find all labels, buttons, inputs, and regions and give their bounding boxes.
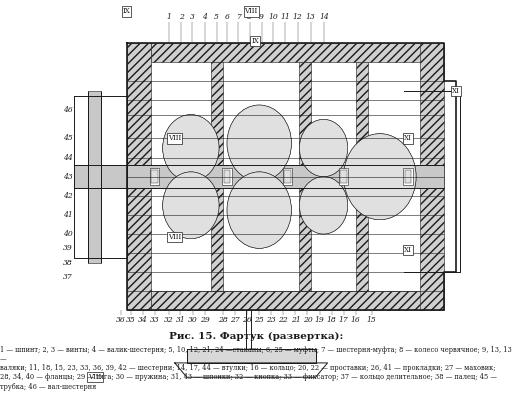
- Text: 26: 26: [242, 316, 252, 324]
- Text: 13: 13: [306, 13, 315, 21]
- Text: 7: 7: [236, 13, 241, 21]
- Text: 10: 10: [268, 13, 278, 21]
- Text: XI: XI: [404, 246, 412, 254]
- Text: 27: 27: [230, 316, 240, 324]
- Bar: [403, 168, 413, 185]
- Text: 23: 23: [266, 316, 276, 324]
- Text: IX: IX: [251, 37, 259, 45]
- Text: VIII: VIII: [168, 233, 181, 241]
- Text: 1: 1: [167, 13, 172, 21]
- Text: 22: 22: [279, 316, 288, 324]
- Bar: [152, 170, 158, 183]
- Text: 11: 11: [280, 13, 290, 21]
- Circle shape: [344, 134, 416, 220]
- Bar: [187, 349, 315, 363]
- Bar: [151, 291, 424, 310]
- Circle shape: [227, 105, 291, 181]
- Text: 4: 4: [202, 13, 207, 21]
- Text: 16: 16: [351, 316, 360, 324]
- Text: 5: 5: [214, 13, 219, 21]
- Text: 9: 9: [259, 13, 264, 21]
- Text: 1 — шпинт; 2, 3 — винты; 4 — валик-шестерня; 5, 10, 12, 21, 24 —стаканы; 6, 25 —: 1 — шпинт; 2, 3 — винты; 4 — валик-шесте…: [0, 346, 512, 391]
- Text: VIII: VIII: [168, 135, 181, 143]
- Bar: [224, 170, 230, 183]
- Text: 30: 30: [188, 316, 198, 324]
- Text: 15: 15: [367, 316, 377, 324]
- Text: 41: 41: [63, 211, 73, 219]
- Bar: [150, 168, 159, 185]
- Text: 31: 31: [176, 316, 185, 324]
- Text: 46: 46: [63, 106, 73, 114]
- Text: 2: 2: [179, 13, 184, 21]
- Text: 38: 38: [63, 258, 73, 267]
- Text: 14: 14: [319, 13, 329, 21]
- Text: 8: 8: [247, 13, 252, 21]
- Bar: [340, 170, 347, 183]
- Bar: [88, 91, 101, 263]
- Circle shape: [163, 115, 219, 181]
- Circle shape: [300, 177, 348, 234]
- Bar: [300, 62, 311, 291]
- Text: 39: 39: [63, 244, 73, 252]
- Bar: [356, 62, 368, 291]
- Text: IX: IX: [123, 8, 131, 15]
- Text: 6: 6: [225, 13, 229, 21]
- Text: 17: 17: [339, 316, 349, 324]
- Text: 33: 33: [150, 316, 160, 324]
- Circle shape: [227, 172, 291, 248]
- Text: 44: 44: [63, 154, 73, 162]
- Text: 37: 37: [63, 273, 73, 281]
- Text: VIII: VIII: [89, 373, 102, 381]
- Text: 43: 43: [63, 173, 73, 181]
- Bar: [74, 165, 444, 188]
- Circle shape: [300, 119, 348, 177]
- Circle shape: [163, 172, 219, 239]
- Text: 3: 3: [190, 13, 195, 21]
- Bar: [222, 168, 232, 185]
- Text: 42: 42: [63, 192, 73, 200]
- Text: Рис. 15. Фартук (развертка):: Рис. 15. Фартук (развертка):: [169, 331, 343, 341]
- Bar: [151, 43, 424, 62]
- Text: 12: 12: [293, 13, 303, 21]
- Text: 34: 34: [138, 316, 147, 324]
- Bar: [405, 170, 411, 183]
- Bar: [420, 43, 444, 310]
- Text: 35: 35: [125, 316, 135, 324]
- Bar: [283, 168, 292, 185]
- Text: 25: 25: [254, 316, 264, 324]
- Bar: [284, 170, 291, 183]
- Text: 45: 45: [63, 135, 73, 143]
- Text: XI: XI: [453, 87, 460, 95]
- Text: 21: 21: [290, 316, 300, 324]
- Text: 40: 40: [63, 230, 73, 238]
- Text: 28: 28: [218, 316, 228, 324]
- Text: 19: 19: [315, 316, 325, 324]
- Bar: [211, 62, 223, 291]
- Text: XI: XI: [404, 135, 412, 143]
- Bar: [126, 43, 151, 310]
- Bar: [339, 168, 349, 185]
- Text: 20: 20: [303, 316, 312, 324]
- Text: 32: 32: [164, 316, 174, 324]
- Text: VIII: VIII: [245, 8, 258, 15]
- Text: 18: 18: [327, 316, 336, 324]
- Text: 29: 29: [201, 316, 210, 324]
- Text: 36: 36: [116, 316, 126, 324]
